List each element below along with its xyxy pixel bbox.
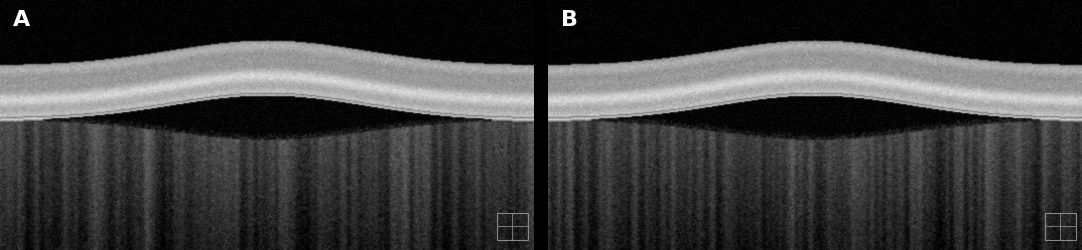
Text: A: A (13, 10, 30, 30)
Bar (497, 212, 528, 240)
Bar (1044, 212, 1076, 240)
Text: B: B (562, 10, 579, 30)
